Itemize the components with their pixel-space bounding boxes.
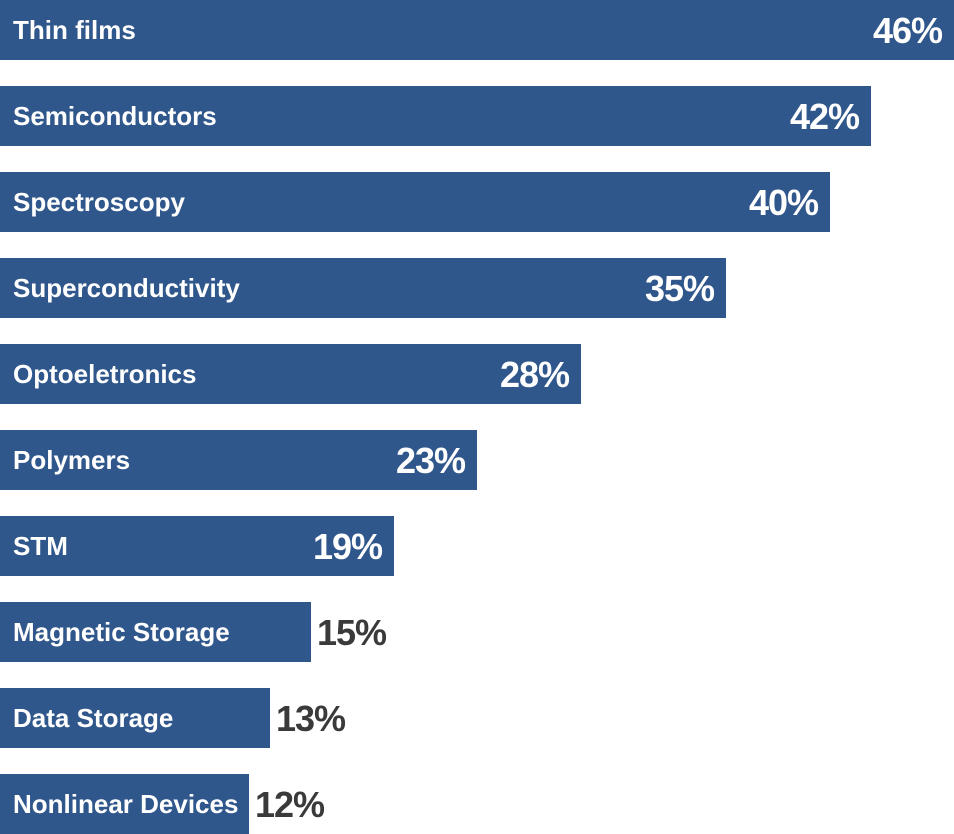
value-label: 13% [276, 698, 346, 739]
bar-group: Semiconductors 42% [0, 86, 871, 146]
category-label: Magnetic Storage [13, 617, 230, 647]
bar [0, 172, 830, 232]
value-label: 35% [645, 268, 715, 309]
bar [0, 516, 394, 576]
bar [0, 344, 581, 404]
bar [0, 602, 311, 662]
bar-group: Polymers 23% [0, 430, 477, 490]
bar [0, 774, 249, 834]
category-label: Semiconductors [13, 101, 217, 131]
value-label: 15% [317, 612, 387, 653]
category-label: Optoeletronics [13, 359, 196, 389]
value-label: 28% [500, 354, 570, 395]
bar-group: Nonlinear Devices 12% [0, 774, 326, 834]
value-label: 19% [313, 526, 383, 567]
bar-group: Optoeletronics 28% [0, 344, 581, 404]
bar-group: Superconductivity 35% [0, 258, 726, 318]
category-label: Spectroscopy [13, 187, 185, 217]
bar-group: Thin films 46% [0, 0, 954, 60]
bar [0, 0, 954, 60]
category-label: Superconductivity [13, 273, 240, 303]
bar-group: STM 19% [0, 516, 394, 576]
bar [0, 688, 270, 748]
bar-group: Data Storage 13% [0, 688, 347, 748]
bar [0, 258, 726, 318]
category-label: Polymers [13, 445, 130, 475]
value-label: 42% [790, 96, 860, 137]
value-label: 40% [749, 182, 819, 223]
category-label: Data Storage [13, 703, 173, 733]
bar-group: Magnetic Storage 15% [0, 602, 388, 662]
category-label: STM [13, 531, 68, 561]
bar-group: Spectroscopy 40% [0, 172, 830, 232]
value-label: 23% [396, 440, 466, 481]
bar [0, 430, 477, 490]
value-label: 46% [873, 10, 943, 51]
value-label: 12% [255, 784, 325, 825]
category-label: Nonlinear Devices [13, 789, 238, 819]
category-label: Thin films [13, 15, 136, 45]
bar [0, 86, 871, 146]
